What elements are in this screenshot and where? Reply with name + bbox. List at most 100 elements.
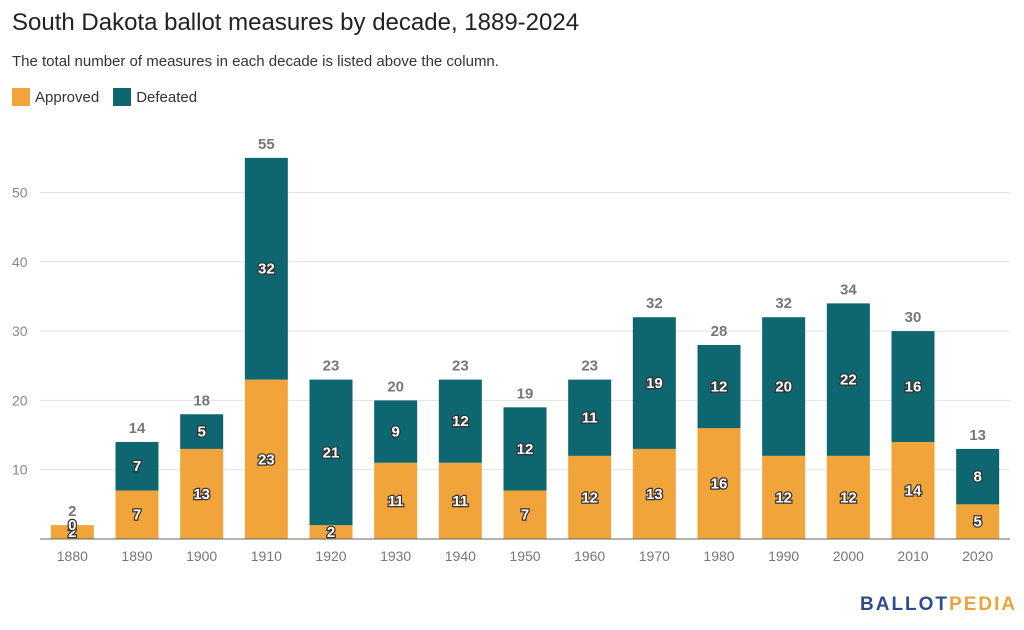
bar-approved-1980 bbox=[697, 428, 741, 539]
data-label-defeated-1920: 21 bbox=[323, 444, 340, 461]
data-label-approved-1960: 12 bbox=[581, 489, 598, 506]
y-tick-label-40: 40 bbox=[12, 254, 28, 270]
total-label-1980: 28 bbox=[711, 323, 728, 340]
total-label-1900: 18 bbox=[193, 392, 210, 409]
total-label-1970: 32 bbox=[646, 295, 663, 312]
bar-defeated-2010 bbox=[891, 331, 935, 442]
total-label-1880: 2 bbox=[68, 503, 76, 520]
bar-defeated-1990 bbox=[762, 317, 806, 456]
bar-defeated-1950 bbox=[503, 407, 547, 491]
legend-label-defeated: Defeated bbox=[136, 88, 198, 106]
legend-swatch-approved bbox=[12, 88, 30, 106]
x-tick-label-1980: 1980 bbox=[703, 548, 734, 564]
bar-approved-1940 bbox=[438, 462, 482, 539]
logo-part-pedia: PEDIA bbox=[949, 594, 1018, 615]
x-tick-label-2010: 2010 bbox=[897, 548, 928, 564]
legend-label-approved: Approved bbox=[35, 88, 100, 106]
total-label-2020: 13 bbox=[969, 427, 986, 444]
data-label-defeated-1940: 12 bbox=[452, 413, 469, 430]
data-label-defeated-1910: 32 bbox=[258, 261, 275, 278]
x-tick-label-1910: 1910 bbox=[251, 548, 282, 564]
legend-item-defeated: Defeated bbox=[113, 88, 197, 106]
total-label-2010: 30 bbox=[905, 309, 922, 326]
data-label-defeated-1990: 20 bbox=[775, 379, 792, 396]
legend-item-approved: Approved bbox=[12, 88, 99, 106]
x-tick-label-1920: 1920 bbox=[315, 548, 346, 564]
data-label-defeated-1900: 5 bbox=[197, 424, 205, 441]
x-tick-label-1900: 1900 bbox=[186, 548, 217, 564]
bar-approved-2010 bbox=[891, 441, 935, 539]
data-label-approved-1970: 13 bbox=[646, 486, 663, 503]
data-label-defeated-1950: 12 bbox=[517, 441, 534, 458]
bar-defeated-1910 bbox=[244, 157, 288, 380]
bar-approved-1950 bbox=[503, 490, 547, 539]
data-label-defeated-1960: 11 bbox=[582, 410, 598, 427]
total-label-1920: 23 bbox=[323, 358, 340, 375]
data-label-defeated-2010: 16 bbox=[905, 379, 922, 396]
x-tick-label-2020: 2020 bbox=[962, 548, 993, 564]
bar-approved-1890 bbox=[115, 490, 159, 539]
data-label-approved-1920: 2 bbox=[327, 524, 335, 541]
total-label-1930: 20 bbox=[387, 378, 404, 395]
bar-approved-1920 bbox=[309, 525, 353, 539]
y-tick-label-50: 50 bbox=[12, 185, 28, 201]
x-tick-label-1930: 1930 bbox=[380, 548, 411, 564]
data-label-defeated-2000: 22 bbox=[840, 372, 857, 389]
total-label-1890: 14 bbox=[129, 420, 146, 437]
total-label-1940: 23 bbox=[452, 358, 469, 375]
chart-title: South Dakota ballot measures by decade, … bbox=[12, 9, 580, 36]
data-label-approved-1980: 16 bbox=[711, 476, 728, 493]
data-label-defeated-1890: 7 bbox=[133, 458, 141, 475]
data-label-approved-1900: 13 bbox=[193, 486, 210, 503]
bar-approved-1960 bbox=[568, 455, 612, 539]
data-label-defeated-2020: 8 bbox=[973, 469, 981, 486]
bar-defeated-1890 bbox=[115, 441, 159, 491]
y-tick-label-20: 20 bbox=[12, 392, 28, 408]
data-label-approved-1910: 23 bbox=[258, 451, 275, 468]
data-label-approved-1950: 7 bbox=[521, 507, 529, 524]
chart-subtitle: The total number of measures in each dec… bbox=[12, 53, 499, 70]
total-label-1950: 19 bbox=[517, 385, 534, 402]
x-tick-label-1940: 1940 bbox=[445, 548, 476, 564]
x-tick-label-1990: 1990 bbox=[768, 548, 799, 564]
bar-approved-1910 bbox=[244, 379, 288, 539]
bar-approved-2000 bbox=[826, 455, 870, 539]
bar-defeated-1940 bbox=[438, 379, 482, 463]
bar-defeated-1930 bbox=[374, 400, 418, 463]
bar-approved-1930 bbox=[374, 462, 418, 539]
bar-defeated-1960 bbox=[568, 379, 612, 456]
data-label-approved-1990: 12 bbox=[775, 489, 792, 506]
data-label-approved-1890: 7 bbox=[133, 507, 141, 524]
data-label-defeated-1930: 9 bbox=[391, 424, 399, 441]
y-tick-label-30: 30 bbox=[12, 323, 28, 339]
bar-approved-2020 bbox=[956, 504, 1000, 539]
total-label-1990: 32 bbox=[775, 295, 792, 312]
legend-swatch-defeated bbox=[113, 88, 132, 106]
data-label-approved-2020: 5 bbox=[973, 514, 981, 531]
bar-defeated-2020 bbox=[956, 448, 1000, 505]
bar-approved-1990 bbox=[762, 455, 806, 539]
data-label-approved-2000: 12 bbox=[840, 489, 857, 506]
bar-defeated-1900 bbox=[180, 414, 224, 449]
data-label-approved-1880: 2 bbox=[68, 524, 76, 541]
data-label-approved-2010: 14 bbox=[905, 482, 922, 499]
data-label-defeated-1880: 0 bbox=[68, 517, 76, 534]
bar-defeated-1970 bbox=[632, 317, 676, 449]
bar-approved-1880 bbox=[50, 525, 94, 539]
bar-defeated-2000 bbox=[826, 303, 870, 456]
y-tick-label-10: 10 bbox=[12, 462, 28, 478]
data-label-approved-1940: 11 bbox=[452, 493, 468, 510]
bar-approved-1900 bbox=[180, 448, 224, 539]
x-tick-label-2000: 2000 bbox=[833, 548, 864, 564]
ballotpedia-logo: BALLOTPEDIA bbox=[860, 594, 1017, 616]
x-tick-label-1880: 1880 bbox=[57, 548, 88, 564]
bar-defeated-1980 bbox=[697, 344, 741, 429]
data-label-defeated-1970: 19 bbox=[646, 375, 663, 392]
total-label-2000: 34 bbox=[840, 281, 857, 298]
x-tick-label-1950: 1950 bbox=[509, 548, 540, 564]
data-label-defeated-1980: 12 bbox=[711, 379, 728, 396]
legend: Approved Defeated bbox=[12, 88, 211, 106]
bar-approved-1970 bbox=[632, 448, 676, 539]
logo-part-ballot: BALLOT bbox=[860, 594, 950, 615]
